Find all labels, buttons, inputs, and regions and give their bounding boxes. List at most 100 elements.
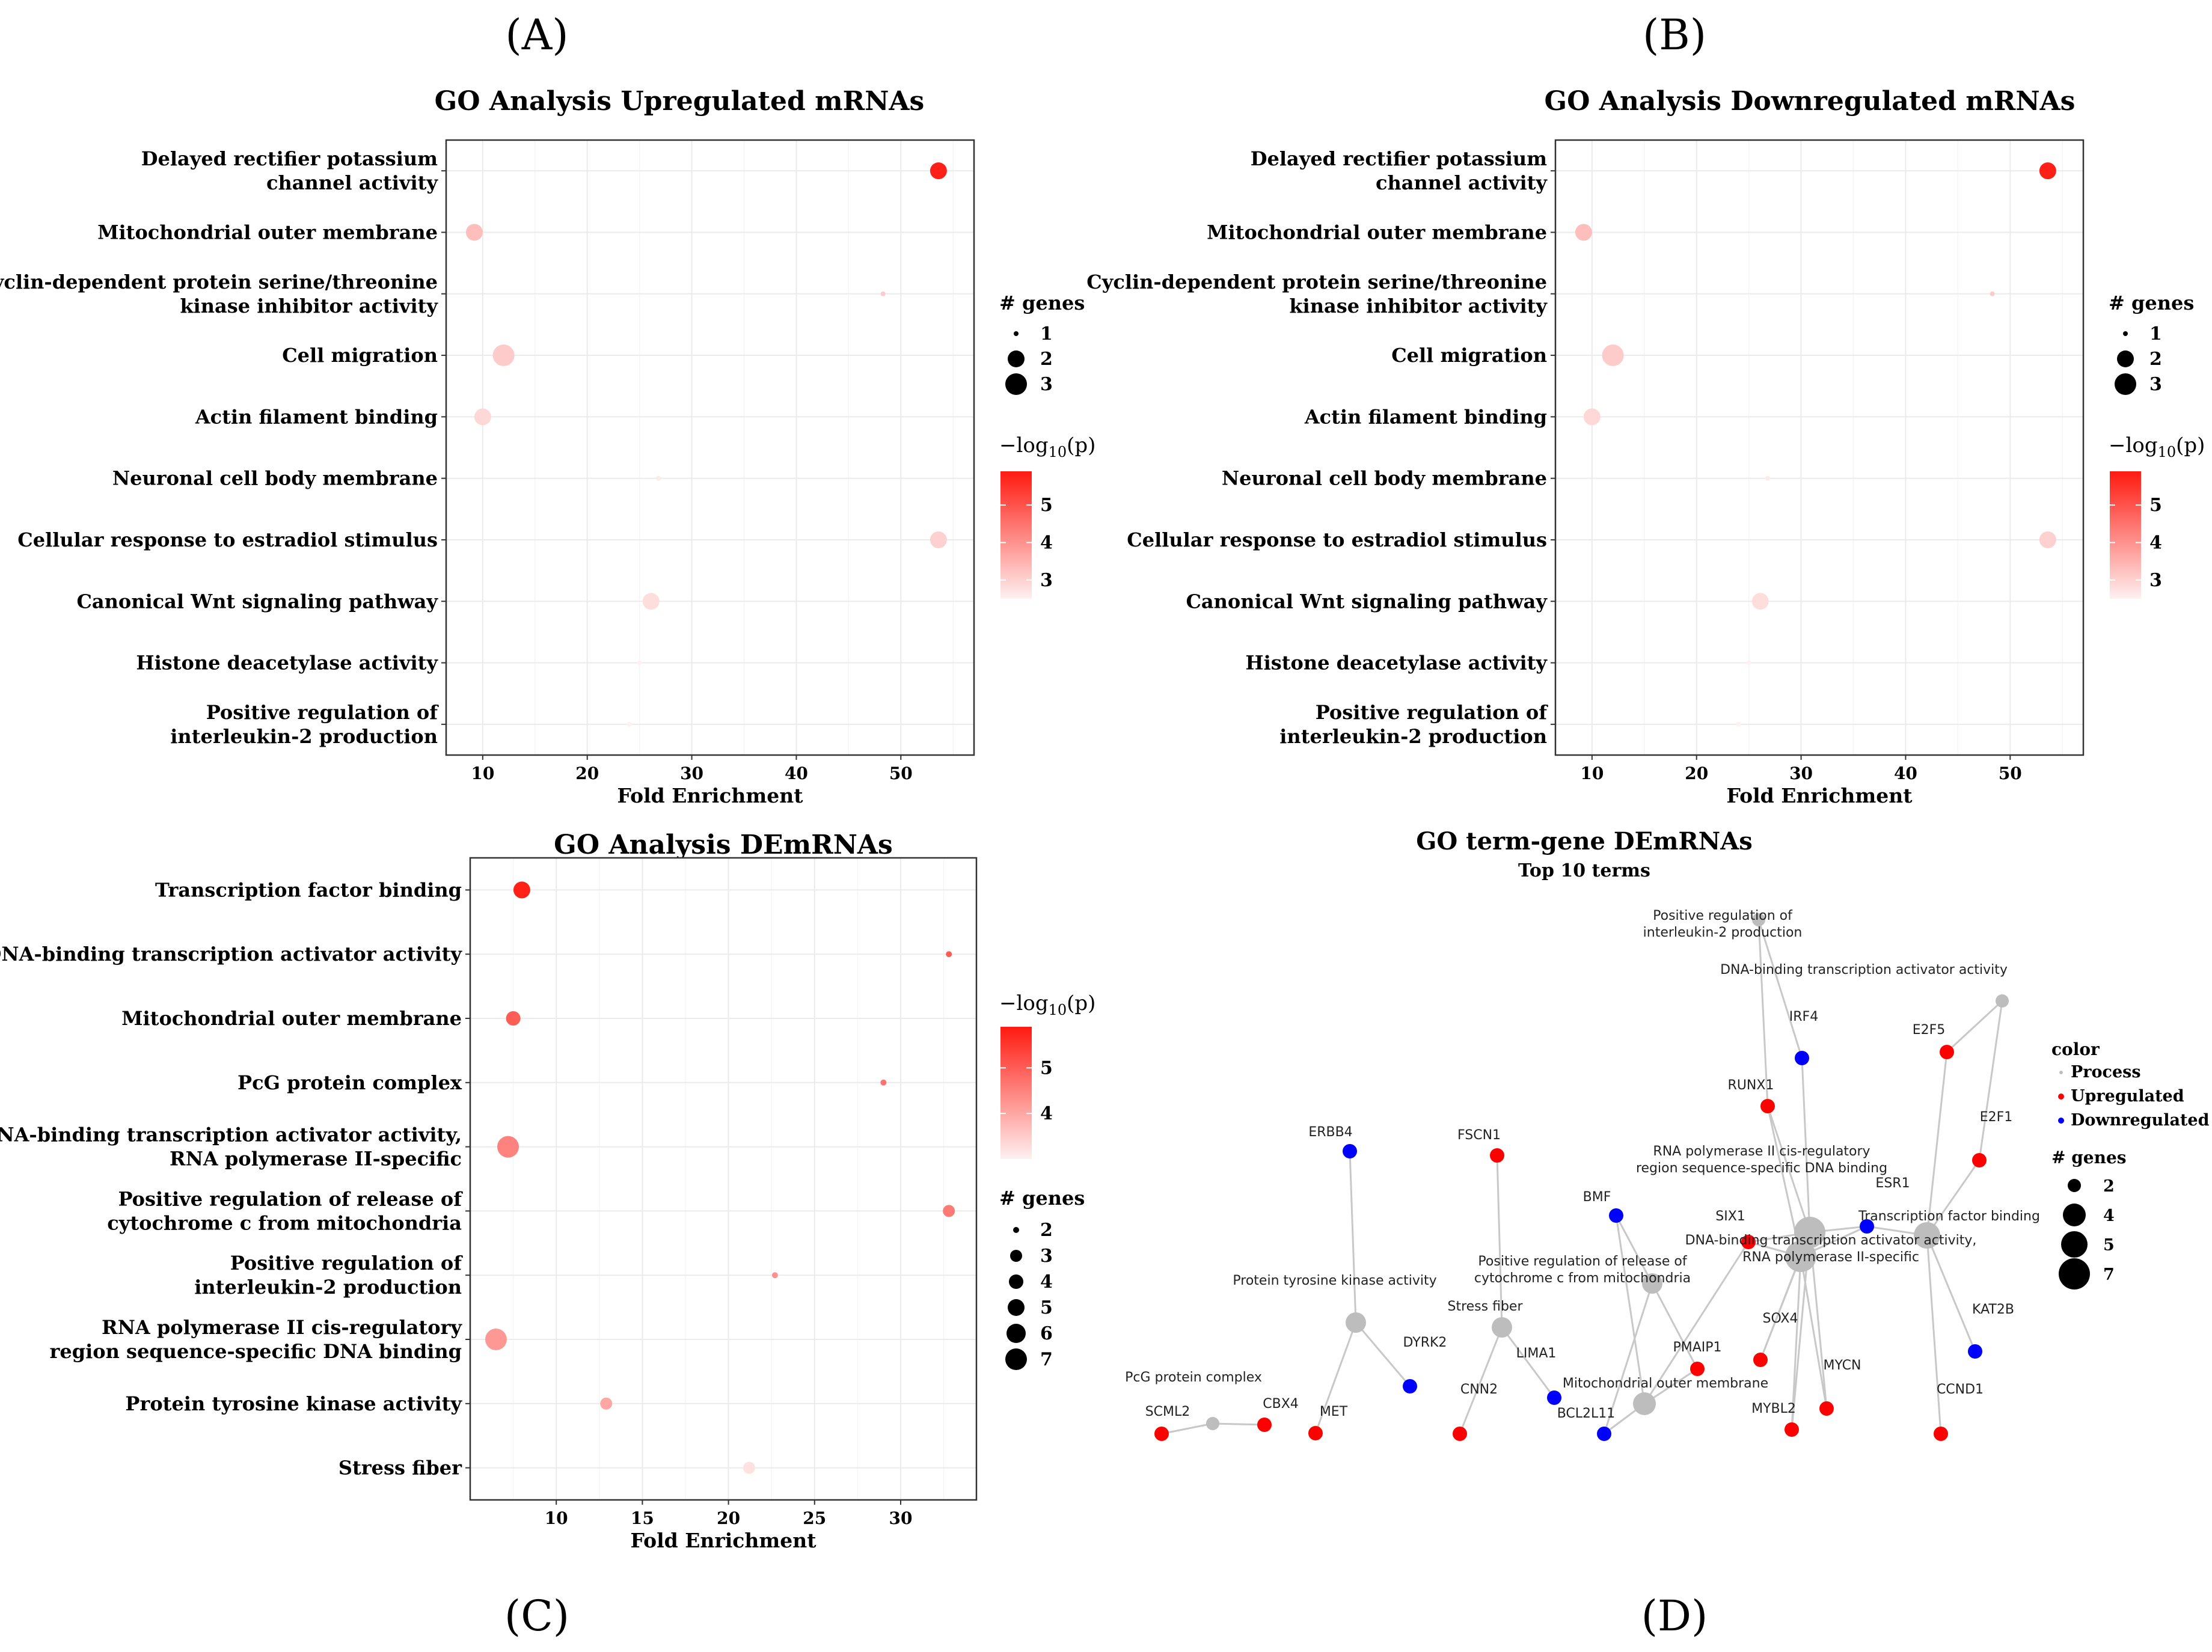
network-node-label: E2F5: [1913, 1023, 1946, 1038]
data-point: [474, 408, 491, 426]
network-edge: [1349, 1151, 1357, 1323]
network-edge: [1615, 1215, 1646, 1404]
data-point: [1765, 476, 1770, 481]
data-point: [1990, 291, 1995, 296]
data-point: [1602, 344, 1624, 367]
network-node-label: PMAIP1: [1673, 1340, 1721, 1355]
network-gene-node: [1972, 1153, 1987, 1167]
size-legend-label: 7: [1040, 1349, 1053, 1370]
network-legend: color Process Upregulated Downregulated # ge…: [2051, 1039, 2210, 1289]
size-legend-key: [1005, 1348, 1027, 1370]
network-legend-size-key: [2068, 1179, 2081, 1192]
network-edge: [1501, 1327, 1555, 1398]
data-point: [1575, 224, 1592, 241]
network-gene-node: [1453, 1427, 1467, 1441]
category-label: Cellular response to estradiol stimulus: [17, 528, 438, 551]
data-point: [485, 1329, 507, 1350]
x-axis-label: Fold Enrichment: [630, 1529, 816, 1552]
network-node-label: Protein tyrosine kinase activity: [1233, 1273, 1436, 1288]
network-subtitle: Top 10 terms: [1518, 860, 1650, 881]
data-point: [880, 1079, 887, 1086]
network-legend-color-label: Upregulated: [2071, 1087, 2184, 1106]
network-node-label: DNA-binding transcription activator acti…: [1720, 962, 2008, 977]
network-node-label: DNA-binding transcription activator acti…: [1685, 1233, 1977, 1265]
x-tick-label: 40: [1894, 763, 1917, 783]
network-gene-node: [1308, 1426, 1323, 1440]
network-edge: [1759, 1256, 1802, 1360]
network-gene-node: [1760, 1099, 1775, 1113]
network-node-label: Mitochondrial outer membrane: [1563, 1376, 1768, 1391]
color-legend-title: −log10(p): [2109, 433, 2205, 460]
network-gene-node: [1934, 1427, 1948, 1441]
size-legend-label: 2: [1040, 1220, 1053, 1241]
network-legend-color-key: [2059, 1071, 2063, 1074]
category-label: Stress fiber: [339, 1457, 462, 1479]
network-node-label: CCND1: [1937, 1382, 1984, 1397]
data-point: [2039, 531, 2056, 548]
category-label: Actin filament binding: [1304, 405, 1547, 428]
x-axis-label: Fold Enrichment: [1726, 784, 1913, 807]
color-legend-bar: [1000, 1027, 1032, 1159]
network-labels: Positive regulation of interleukin-2 prod…: [1125, 908, 2040, 1421]
size-legend-label: 3: [2149, 374, 2162, 395]
network-edge: [1314, 1322, 1357, 1434]
network-gene-node: [1547, 1390, 1561, 1405]
x-tick-label: 40: [785, 763, 808, 783]
network-node-label: Stress fiber: [1447, 1299, 1523, 1314]
data-point: [642, 593, 660, 610]
x-tick-label: 20: [575, 763, 599, 783]
network-node-label: E2F1: [1980, 1110, 2013, 1125]
category-label: DNA-binding transcription activator acti…: [0, 943, 462, 965]
network-title: GO term-gene DEmRNAs: [1416, 827, 1753, 855]
network-legend-color-label: Downregulated: [2071, 1111, 2210, 1130]
category-label: Canonical Wnt signaling pathway: [76, 590, 438, 613]
network-node-label: Positive regulation of interleukin-2 prod…: [1643, 908, 1803, 940]
network-edges: [1161, 919, 2003, 1435]
category-label: Cellular response to estradiol stimulus: [1127, 528, 1547, 551]
network-node-label: MYBL2: [1751, 1401, 1796, 1416]
color-legend-label: 4: [1040, 1103, 1053, 1124]
size-legend-key: [2123, 331, 2128, 336]
size-legend-label: 2: [2149, 349, 2162, 370]
network-node-label: PcG protein complex: [1125, 1370, 1262, 1385]
network-gene-node: [1753, 1353, 1768, 1367]
network-gene-node: [1609, 1208, 1623, 1223]
size-legend-key: [1010, 1250, 1022, 1262]
color-legend-bar: [2110, 471, 2141, 599]
network-term-node: [1206, 1417, 1219, 1430]
network-legend-size-label: 5: [2103, 1236, 2115, 1255]
network-node-label: SCML2: [1145, 1404, 1190, 1419]
network-legend-size-label: 4: [2103, 1207, 2115, 1225]
network-node-label: CNN2: [1460, 1382, 1498, 1397]
network-node-label: SIX1: [1715, 1209, 1745, 1224]
size-legend-label: 3: [1040, 374, 1053, 395]
network-legend-color-title: color: [2051, 1039, 2100, 1059]
network-edge: [1801, 1057, 1811, 1233]
data-point: [1583, 408, 1601, 426]
data-point: [497, 1136, 519, 1158]
x-tick-label: 25: [803, 1508, 826, 1528]
color-legend-label: 4: [2149, 532, 2162, 553]
network-edge: [1212, 1422, 1265, 1426]
panel-letter-a: (A): [505, 10, 568, 60]
network-edge: [1757, 919, 1769, 1107]
network-term-node: [1642, 1273, 1662, 1294]
x-tick-label: 15: [631, 1508, 654, 1528]
data-point: [743, 1461, 755, 1474]
network-node-label: RNA polymerase II cis-regulatory region s…: [1636, 1144, 1887, 1176]
network-node-label: MET: [1320, 1404, 1348, 1419]
color-legend-label: 3: [1040, 570, 1053, 591]
network-node-label: IRF4: [1789, 1009, 1818, 1024]
network-legend-size-key: [2063, 1204, 2086, 1226]
network-gene-node: [1257, 1418, 1272, 1432]
plot-title: GO Analysis Downregulated mRNAs: [1545, 86, 2076, 117]
category-label: Cyclin-dependent protein serine/threonin…: [1086, 271, 1548, 317]
panel-c-dotplot: GO Analysis DEmRNAs Transcription factor …: [0, 830, 1095, 1552]
network-edge: [1496, 1155, 1503, 1328]
data-point: [946, 951, 952, 958]
network-gene-node: [1968, 1344, 1982, 1359]
panel-b-dotplot: GO Analysis Downregulated mRNAs Delayed r…: [1086, 86, 2205, 807]
size-legend-title: # genes: [2109, 292, 2194, 314]
category-label: Protein tyrosine kinase activity: [125, 1392, 462, 1415]
plot-title: GO Analysis Upregulated mRNAs: [435, 86, 925, 117]
